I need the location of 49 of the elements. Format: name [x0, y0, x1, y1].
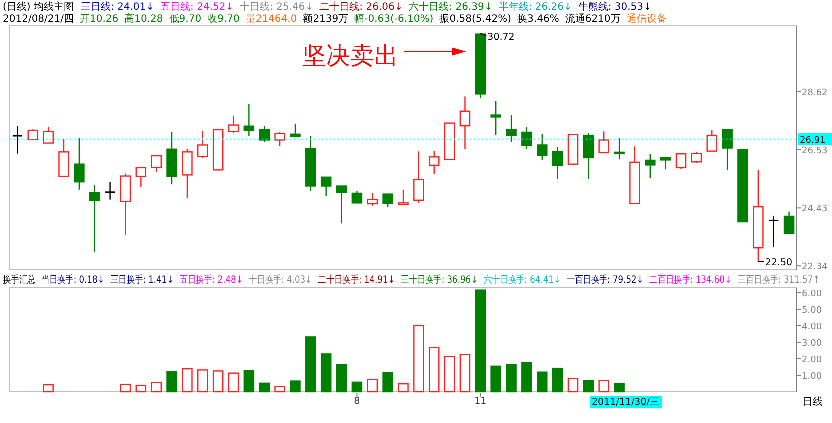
- y-tick-label: 22.34: [802, 262, 828, 273]
- text: 二十日换手: 14.91↓: [318, 274, 396, 286]
- y-tick-label: 28.62: [802, 88, 828, 98]
- y-tick-label: 3.00: [802, 338, 822, 349]
- annotation: 30.72: [488, 32, 515, 43]
- y-tick-label: 24.43: [802, 204, 828, 215]
- chart-title: (日线) 均线主图: [3, 1, 74, 13]
- text: 2012/08/21/四: [3, 14, 74, 25]
- text: 三百日换手: 311.57↑: [738, 274, 820, 286]
- y-tick-label: 5.00: [802, 306, 822, 316]
- y-tick-label: 4.00: [802, 322, 822, 332]
- y-tick-label: 2.00: [802, 355, 822, 366]
- x-tick-label: 8: [354, 396, 360, 407]
- text: 五日线: 24.52↓: [160, 1, 234, 13]
- text: 通信设备: [626, 13, 667, 25]
- text: 十日线: 25.46↓: [240, 1, 314, 13]
- text: 一百日换手: 79.52↓: [566, 274, 644, 286]
- text: 收9.70: [208, 14, 240, 25]
- text: 低9.70: [169, 14, 202, 25]
- text: 流通6210万: [565, 13, 621, 25]
- text: 六十日换手: 64.41↓: [484, 274, 561, 286]
- text: 三十日换手: 36.96↓: [401, 274, 478, 286]
- text: 二百日换手: 134.60↓: [650, 274, 732, 286]
- text: 换手汇总: [3, 274, 36, 286]
- text: 牛熊线: 30.53↓: [578, 1, 652, 13]
- text: 当日换手: 0.18↓: [41, 274, 105, 286]
- y-tick-label: 6.00: [802, 289, 822, 300]
- ref-line-label: 26.91: [800, 136, 826, 146]
- annotation: 坚决卖出: [302, 42, 398, 70]
- text: 三日线: 24.01↓: [80, 1, 155, 13]
- annotation: 22.50: [765, 258, 793, 269]
- text: 振0.58(5.42%): [440, 13, 512, 25]
- text: 二十日线: 26.06↓: [320, 1, 404, 13]
- text: 三日换手: 1.41↓: [110, 274, 174, 286]
- y-tick-label: 26.53: [802, 146, 828, 156]
- text: 2011/11/30/三: [592, 397, 660, 408]
- text: 日线: [803, 396, 823, 408]
- x-tick-label: 11: [474, 396, 487, 407]
- text: 六十日线: 26.39↓: [409, 1, 493, 13]
- text: 高10.28: [124, 13, 164, 25]
- text: 十日换手: 4.03↓: [249, 274, 312, 286]
- text: 换3.46%: [518, 13, 560, 25]
- text: 五日换手: 2.48↓: [180, 274, 244, 286]
- text: 幅-0.63(-6.10%): [354, 13, 434, 25]
- y-tick-label: 1.00: [802, 372, 822, 382]
- text: 量21464.0: [246, 14, 298, 25]
- text: 开10.26: [80, 14, 119, 25]
- text: 半年线: 26.26↓: [498, 1, 572, 13]
- text: 额2139万: [303, 13, 349, 25]
